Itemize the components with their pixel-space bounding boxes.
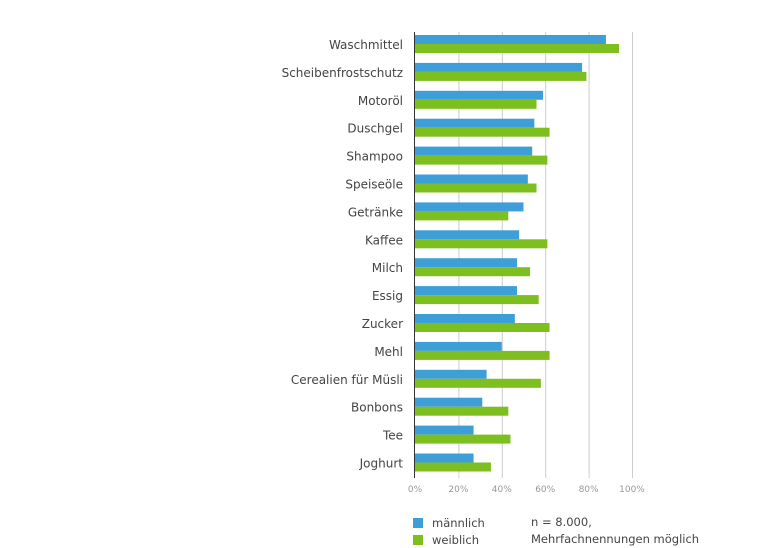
bar-male: [415, 453, 474, 463]
x-axis-ticks: 0% 20% 40% 60% 80% 100%: [408, 485, 645, 495]
bar-female: [415, 267, 531, 277]
category-label: Essig: [372, 289, 403, 303]
bar-female: [415, 239, 548, 249]
category-label: Speiseöle: [345, 178, 403, 192]
legend-swatch-male: [413, 517, 423, 528]
bar-male: [415, 286, 517, 296]
bar-female: [415, 127, 550, 137]
bar-male: [415, 397, 483, 407]
bar-male: [415, 35, 606, 44]
category-label: Waschmittel: [329, 38, 403, 52]
bar-male: [415, 202, 524, 212]
category-label: Cerealien für Müsli: [291, 373, 403, 387]
bar-male: [415, 146, 533, 156]
bar-female: [415, 44, 619, 53]
bar-female: [415, 295, 539, 305]
bar-female: [415, 462, 491, 472]
bar-female: [415, 71, 587, 81]
legend-item-female: weiblich: [413, 531, 485, 548]
bars: [415, 35, 619, 472]
category-label: Shampoo: [346, 150, 403, 164]
bar-male: [415, 369, 487, 379]
bar-female: [415, 155, 548, 165]
bar-male: [415, 314, 515, 323]
category-label: Zucker: [362, 317, 403, 331]
bar-male: [415, 341, 502, 351]
sample-note: n = 8.000, Mehrfachnennungen möglich: [531, 514, 699, 548]
legend-item-male: männlich: [413, 514, 485, 531]
x-tick-label: 100%: [619, 485, 645, 495]
x-tick-label: 20%: [448, 485, 468, 495]
category-label: Duschgel: [347, 122, 403, 136]
bar-female: [415, 350, 550, 360]
category-label: Getränke: [348, 205, 403, 219]
bar-female: [415, 406, 509, 416]
category-label: Tee: [382, 429, 403, 443]
x-tick-label: 40%: [492, 485, 512, 495]
category-label: Motoröl: [358, 94, 403, 108]
legend-label-female: weiblich: [432, 532, 479, 547]
bar-male: [415, 174, 528, 184]
bar-female: [415, 183, 537, 193]
category-label: Mehl: [374, 345, 403, 359]
category-labels: Waschmittel Scheibenfrostschutz Motoröl Dus…: [282, 38, 404, 471]
bar-female: [415, 323, 550, 332]
bar-female: [415, 378, 541, 388]
x-tick-label: 0%: [408, 485, 423, 495]
bar-female: [415, 211, 509, 221]
category-label: Bonbons: [351, 401, 403, 415]
bar-male: [415, 62, 583, 72]
bar-male: [415, 425, 474, 435]
bar-male: [415, 118, 535, 128]
category-label: Kaffee: [365, 233, 403, 247]
bar-female: [415, 99, 537, 109]
category-label: Milch: [372, 261, 403, 275]
bar-male: [415, 90, 544, 100]
bar-male: [415, 230, 520, 240]
x-tick-label: 60%: [535, 485, 555, 495]
bar-male: [415, 258, 517, 268]
bar-female: [415, 434, 511, 444]
legend-swatch-female: [413, 534, 423, 545]
category-label: Scheibenfrostschutz: [282, 66, 403, 80]
legend-label-male: männlich: [432, 515, 485, 530]
sample-size-text: n = 8.000,: [531, 515, 592, 529]
legend: männlich weiblich: [413, 514, 485, 548]
multiple-answers-text: Mehrfachnennungen möglich: [531, 532, 700, 546]
x-tick-label: 80%: [579, 485, 599, 495]
category-label: Joghurt: [359, 457, 404, 471]
